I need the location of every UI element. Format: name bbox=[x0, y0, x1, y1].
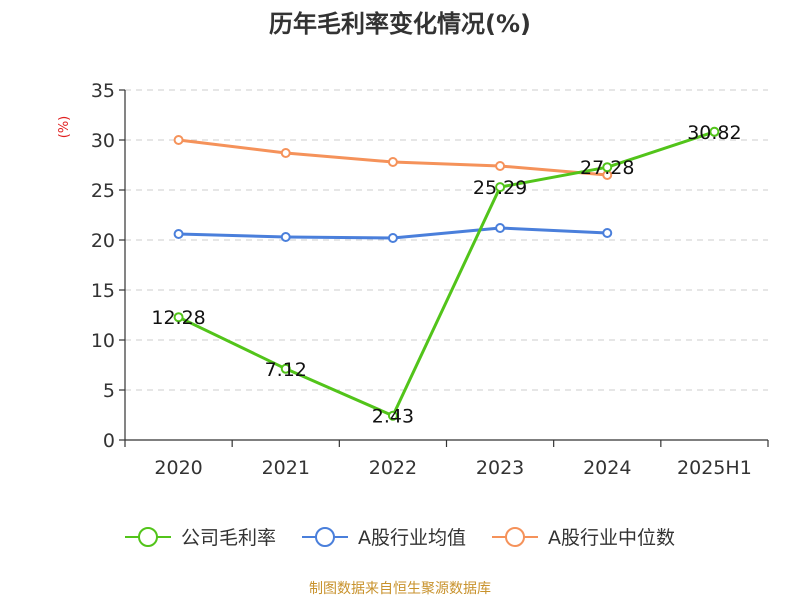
chart-title: 历年毛利率变化情况(%) bbox=[269, 10, 531, 38]
data-point bbox=[495, 223, 506, 233]
x-tick-label: 2021 bbox=[262, 457, 310, 479]
y-tick-label: 0 bbox=[103, 430, 115, 452]
data-point bbox=[173, 229, 184, 239]
series-line-0 bbox=[177, 130, 715, 418]
data-point bbox=[495, 182, 506, 193]
y-tick-label: 5 bbox=[103, 380, 115, 402]
data-label: 7.12 bbox=[265, 359, 307, 381]
data-label-layer: 12.28 7.12 2.43 25.29 27.28 30.82 bbox=[151, 122, 741, 428]
grid-layer bbox=[125, 89, 768, 391]
legend-marker bbox=[138, 527, 158, 547]
axis-layer: 0 5 10 15 20 25 30 35 2020 2021 2022 2023 2024 2025H1 bbox=[91, 80, 769, 479]
y-tick-label: 15 bbox=[91, 280, 115, 302]
x-tick-label: 2025H1 bbox=[677, 457, 752, 479]
x-tick-label: 2023 bbox=[476, 457, 524, 479]
data-label: 27.28 bbox=[580, 157, 634, 179]
legend-label: A股行业均值 bbox=[358, 527, 466, 549]
data-label: 25.29 bbox=[473, 177, 527, 199]
x-tick-label: 2024 bbox=[583, 457, 631, 479]
data-point bbox=[173, 135, 184, 145]
data-point bbox=[495, 161, 506, 171]
legend-item-0[interactable]: 公司毛利率 bbox=[125, 527, 276, 549]
y-tick-label: 35 bbox=[91, 80, 115, 102]
y-tick-label: 25 bbox=[91, 180, 115, 202]
y-tick-label: 10 bbox=[91, 330, 115, 352]
x-tick-label: 2020 bbox=[154, 457, 202, 479]
series-layer bbox=[173, 126, 720, 421]
data-point bbox=[280, 232, 291, 242]
data-label: 30.82 bbox=[687, 122, 741, 144]
data-point bbox=[602, 162, 613, 173]
legend-marker bbox=[505, 527, 525, 547]
legend-label: 公司毛利率 bbox=[181, 527, 276, 549]
data-point bbox=[280, 363, 291, 374]
legend-item-2[interactable]: A股行业中位数 bbox=[492, 527, 675, 549]
data-point bbox=[173, 312, 184, 323]
data-point bbox=[387, 410, 398, 421]
data-point bbox=[280, 148, 291, 158]
data-label: 12.28 bbox=[151, 307, 205, 329]
legend-item-1[interactable]: A股行业均值 bbox=[302, 527, 466, 549]
data-point bbox=[387, 233, 398, 243]
legend-marker bbox=[315, 527, 335, 547]
y-tick-label: 20 bbox=[91, 230, 115, 252]
data-point bbox=[387, 157, 398, 167]
source-text: 制图数据来自恒生聚源数据库 bbox=[309, 581, 491, 597]
y-tick-label: 30 bbox=[91, 130, 115, 152]
legend: 公司毛利率 A股行业均值 A股行业中位数 bbox=[125, 527, 675, 549]
legend-label: A股行业中位数 bbox=[548, 527, 675, 549]
data-point bbox=[709, 126, 720, 137]
x-tick-label: 2022 bbox=[369, 457, 417, 479]
y-axis-unit: (%) bbox=[57, 116, 72, 139]
data-label: 2.43 bbox=[372, 406, 414, 428]
data-point bbox=[602, 228, 613, 238]
